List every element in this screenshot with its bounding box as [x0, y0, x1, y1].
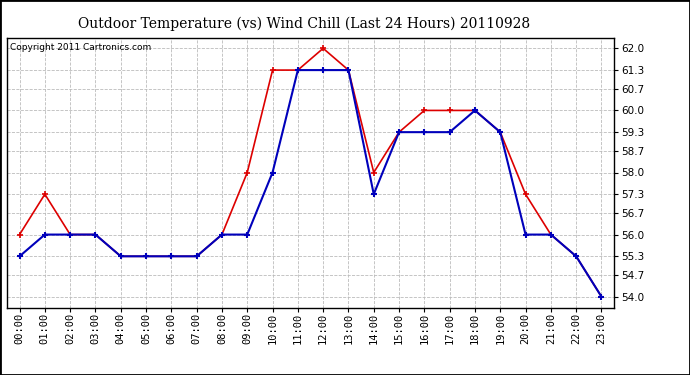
Text: Outdoor Temperature (vs) Wind Chill (Last 24 Hours) 20110928: Outdoor Temperature (vs) Wind Chill (Las… [77, 17, 530, 31]
Text: Copyright 2011 Cartronics.com: Copyright 2011 Cartronics.com [10, 43, 151, 52]
